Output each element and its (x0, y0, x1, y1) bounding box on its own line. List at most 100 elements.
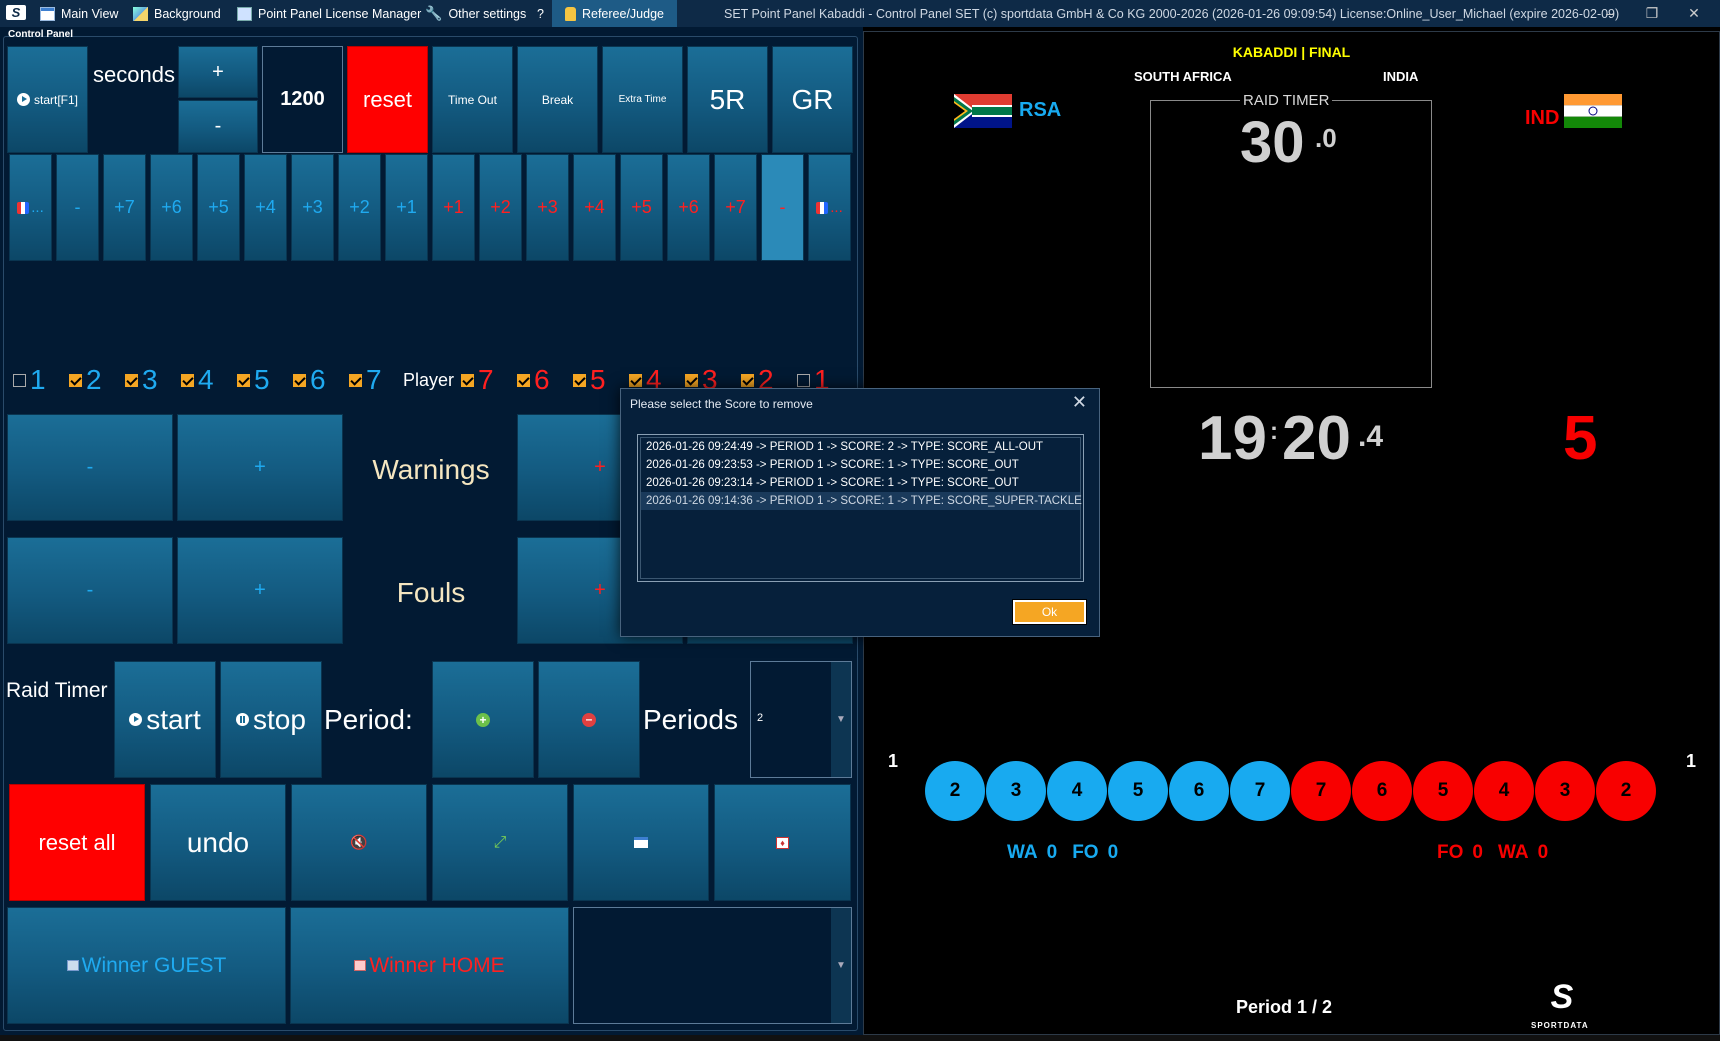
checkbox-icon[interactable] (125, 373, 138, 387)
checkbox-icon[interactable] (237, 373, 250, 387)
score-list-item[interactable]: 2026-01-26 09:14:36 -> PERIOD 1 -> SCORE… (641, 492, 1082, 510)
guest-player-7-checkbox[interactable]: 7 (461, 364, 494, 395)
home-player-3-checkbox[interactable]: 3 (125, 364, 158, 395)
home-player-4-checkbox[interactable]: 4 (181, 364, 214, 395)
time-input[interactable]: 1200 (262, 46, 343, 153)
guest-score-plus1-button[interactable]: +1 (432, 154, 475, 261)
menu-main-view[interactable]: Main View (40, 0, 118, 27)
checkbox-icon[interactable] (349, 373, 362, 387)
menu-background[interactable]: Background (133, 0, 221, 27)
home-score-plus5-button[interactable]: +5 (197, 154, 240, 261)
seconds-plus-button[interactable]: + (178, 46, 258, 98)
checkbox-icon[interactable] (797, 373, 810, 387)
stat-label: FO (1072, 842, 1099, 863)
home-player-1-checkbox[interactable]: 1 (13, 364, 46, 395)
guest-score-minus-button[interactable]: - (761, 154, 804, 261)
start-button[interactable]: start[F1] (7, 46, 88, 153)
periods-value: 2 (757, 712, 764, 724)
maximize-icon[interactable]: ❐ (1645, 5, 1659, 21)
guest-score-plus6-button[interactable]: +6 (667, 154, 710, 261)
undo-button[interactable]: undo (150, 784, 286, 901)
period-add-button[interactable]: + (432, 661, 534, 778)
home-score-plus7-button[interactable]: +7 (103, 154, 146, 261)
periods-select[interactable]: 2 ▼ (750, 661, 852, 778)
menu-help[interactable]: ? (537, 0, 544, 27)
raid-stop-button[interactable]: stop (220, 661, 322, 778)
guest-score-plus5-button[interactable]: +5 (620, 154, 663, 261)
guest-score-plus4-button[interactable]: +4 (573, 154, 616, 261)
close-icon[interactable]: ✕ (1688, 5, 1700, 21)
remove-score-dialog: Please select the Score to remove ✕ 2026… (620, 388, 1100, 637)
period-remove-button[interactable]: – (538, 661, 640, 778)
stat-value: 0 (1537, 842, 1549, 863)
reset-all-button[interactable]: reset all (9, 784, 145, 901)
guest-player-4-checkbox[interactable]: 4 (629, 364, 662, 395)
minimize-icon[interactable]: – (1606, 5, 1614, 21)
guest-player-5-checkbox[interactable]: 5 (573, 364, 606, 395)
checkbox-icon[interactable] (629, 373, 642, 387)
home-player-2-checkbox[interactable]: 2 (69, 364, 102, 395)
warnings-label: Warnings (372, 454, 490, 485)
guest-player-3-checkbox[interactable]: 3 (685, 364, 718, 395)
reset-button[interactable]: reset (347, 46, 428, 153)
clock-decimal: .4 (1358, 420, 1384, 453)
home-score-plus3-button[interactable]: +3 (291, 154, 334, 261)
menu-license-manager[interactable]: Point Panel License Manager (237, 0, 421, 27)
checkbox-icon[interactable] (517, 373, 530, 387)
score-list-item[interactable]: 2026-01-26 09:23:14 -> PERIOD 1 -> SCORE… (646, 477, 1019, 489)
raid-start-button[interactable]: start (114, 661, 216, 778)
home-score-minus-button[interactable]: - (56, 154, 99, 261)
checkbox-icon[interactable] (573, 373, 586, 387)
home-player-button[interactable]: ... (9, 154, 52, 261)
5r-button[interactable]: 5R (687, 46, 768, 153)
extra-time-button[interactable]: Extra Time (602, 46, 683, 153)
player-number: 4 (198, 364, 214, 395)
referee-judge-button[interactable]: Referee/Judge (552, 0, 677, 27)
guest-score-plus3-button[interactable]: +3 (526, 154, 569, 261)
home-fouls-plus-button[interactable]: + (177, 537, 343, 644)
checkbox-icon[interactable] (461, 373, 474, 387)
score-list-item[interactable]: 2026-01-26 09:23:53 -> PERIOD 1 -> SCORE… (646, 459, 1019, 471)
checkbox-icon[interactable] (293, 373, 306, 387)
home-score-plus6-button[interactable]: +6 (150, 154, 193, 261)
score-list[interactable]: 2026-01-26 09:24:49 -> PERIOD 1 -> SCORE… (637, 434, 1084, 582)
winner-guest-button[interactable]: Winner GUEST (7, 907, 286, 1024)
home-warnings-plus-button[interactable]: + (177, 414, 343, 521)
home-score-plus1-button[interactable]: +1 (385, 154, 428, 261)
fullscreen-button[interactable]: ⤢ (432, 784, 568, 901)
timeout-button[interactable]: Time Out (432, 46, 513, 153)
gr-button[interactable]: GR (772, 46, 853, 153)
chevron-down-icon[interactable]: ▼ (831, 908, 851, 1023)
ok-button[interactable]: Ok (1012, 599, 1087, 625)
seconds-minus-button[interactable]: - (178, 100, 258, 153)
screen-button[interactable] (573, 784, 709, 901)
home-player-6-checkbox[interactable]: 6 (293, 364, 326, 395)
checkbox-icon[interactable] (13, 373, 26, 387)
checkbox-icon[interactable] (741, 373, 754, 387)
close-icon[interactable]: ✕ (1071, 392, 1087, 412)
guest-score-plus2-button[interactable]: +2 (479, 154, 522, 261)
winner-select[interactable]: ▼ (573, 907, 852, 1024)
break-button[interactable]: Break (517, 46, 598, 153)
guest-player-1-checkbox[interactable]: 1 (797, 364, 830, 395)
home-fouls-minus-button[interactable]: - (7, 537, 173, 644)
checkbox-icon[interactable] (69, 373, 82, 387)
home-player-7-checkbox[interactable]: 7 (349, 364, 382, 395)
chevron-down-icon[interactable]: ▼ (831, 662, 851, 777)
player-number: 6 (534, 364, 550, 395)
home-warnings-minus-button[interactable]: - (7, 414, 173, 521)
guest-score-plus7-button[interactable]: +7 (714, 154, 757, 261)
guest-player-button[interactable]: ... (808, 154, 851, 261)
checkbox-icon[interactable] (181, 373, 194, 387)
card-button[interactable]: ♦ (714, 784, 851, 901)
score-list-item[interactable]: 2026-01-26 09:24:49 -> PERIOD 1 -> SCORE… (646, 441, 1044, 453)
mute-button[interactable]: 🔇 (291, 784, 427, 901)
home-score-plus4-button[interactable]: +4 (244, 154, 287, 261)
checkbox-icon[interactable] (685, 373, 698, 387)
winner-home-button[interactable]: Winner HOME (290, 907, 569, 1024)
home-score-plus2-button[interactable]: +2 (338, 154, 381, 261)
menu-other-settings[interactable]: 🔧 Other settings (425, 0, 526, 27)
guest-player-2-checkbox[interactable]: 2 (741, 364, 774, 395)
home-player-5-checkbox[interactable]: 5 (237, 364, 270, 395)
guest-player-6-checkbox[interactable]: 6 (517, 364, 550, 395)
